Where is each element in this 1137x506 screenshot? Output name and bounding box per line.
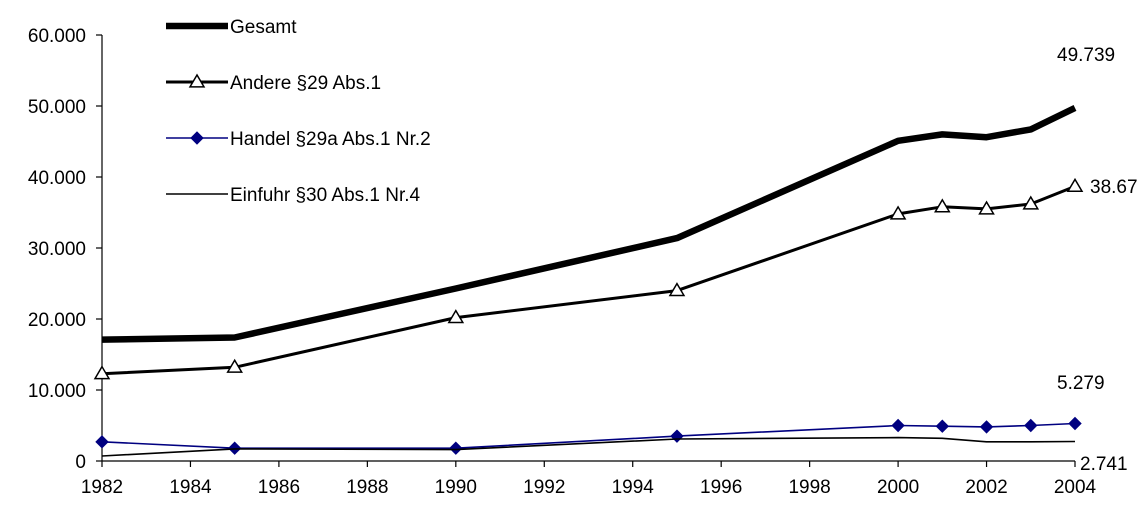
series-1 xyxy=(101,104,1077,343)
x-tick-label: 2004 xyxy=(1054,477,1097,498)
legend-label: Handel §29a Abs.1 Nr.2 xyxy=(230,129,431,150)
data-point-diamond xyxy=(935,419,950,433)
data-point-diamond xyxy=(670,429,684,443)
x-tick-label: 1988 xyxy=(346,477,388,498)
data-point-diamond xyxy=(95,435,109,449)
legend-marker-triangle xyxy=(188,73,206,88)
data-point-triangle xyxy=(93,365,111,380)
data-point-triangle xyxy=(978,200,995,215)
data-point-triangle xyxy=(1022,195,1040,210)
end-value-label: 2.741 xyxy=(1080,454,1128,475)
data-point-triangle xyxy=(226,358,243,373)
x-tick-label: 1992 xyxy=(523,477,565,498)
data-point-triangle xyxy=(668,282,686,297)
series-4 xyxy=(101,436,1076,457)
end-value-label: 5.279 xyxy=(1057,373,1105,394)
data-point-diamond xyxy=(1024,418,1038,433)
data-point-diamond xyxy=(449,441,463,455)
x-tick-label: 1994 xyxy=(612,477,655,498)
y-tick-label: 10.000 xyxy=(28,381,86,402)
y-tick-label: 50.000 xyxy=(28,97,86,118)
series-layer xyxy=(93,104,1084,457)
legend-item: Handel §29a Abs.1 Nr.2 xyxy=(166,129,431,150)
legend-label: Andere §29 Abs.1 xyxy=(230,73,381,94)
y-tick-label: 40.000 xyxy=(28,168,86,189)
x-tick-label: 1990 xyxy=(435,477,477,498)
data-point-triangle xyxy=(934,198,951,213)
data-point-diamond xyxy=(891,418,905,433)
legend: Gesamt Andere §29 Abs.1 Handel §29a Abs.1 … xyxy=(166,17,431,206)
x-tick-label: 1996 xyxy=(700,477,742,498)
legend-item: Gesamt xyxy=(166,17,297,38)
x-tick-label: 1982 xyxy=(81,477,123,498)
y-tick-label: 0 xyxy=(75,452,86,473)
legend-item: Andere §29 Abs.1 xyxy=(166,73,381,94)
axes: 0 10.000 20.000 30.000 40.000 50.000 60.000 198… xyxy=(28,26,1097,498)
x-tick-label: 2000 xyxy=(877,477,919,498)
legend-item: Einfuhr §30 Abs.1 Nr.4 xyxy=(166,185,421,206)
series-3 xyxy=(95,416,1082,455)
x-tick-label: 1998 xyxy=(788,477,830,498)
y-tick-label: 60.000 xyxy=(28,26,86,47)
y-tick-label: 20.000 xyxy=(28,310,86,331)
data-point-diamond xyxy=(1068,416,1082,431)
data-point-triangle xyxy=(889,205,907,220)
series-line xyxy=(101,422,1076,450)
end-value-label: 49.739 xyxy=(1057,45,1115,66)
legend-marker-diamond xyxy=(190,131,204,145)
series-2 xyxy=(93,177,1084,380)
x-tick-label: 2002 xyxy=(965,477,1007,498)
series-line xyxy=(101,436,1076,457)
legend-label: Einfuhr §30 Abs.1 Nr.4 xyxy=(230,185,421,206)
x-tick-label: 1984 xyxy=(169,477,212,498)
data-point-triangle xyxy=(1066,177,1084,193)
x-tick-label: 1986 xyxy=(258,477,300,498)
legend-label: Gesamt xyxy=(230,17,297,38)
data-point-triangle xyxy=(447,309,465,324)
series-line xyxy=(101,104,1077,343)
y-tick-label: 30.000 xyxy=(28,239,86,260)
end-value-label: 38.679 xyxy=(1090,177,1137,198)
data-point-diamond xyxy=(979,420,994,434)
series-line xyxy=(101,185,1076,376)
end-value-labels: 49.739 38.679 5.279 2.741 xyxy=(1057,45,1137,475)
